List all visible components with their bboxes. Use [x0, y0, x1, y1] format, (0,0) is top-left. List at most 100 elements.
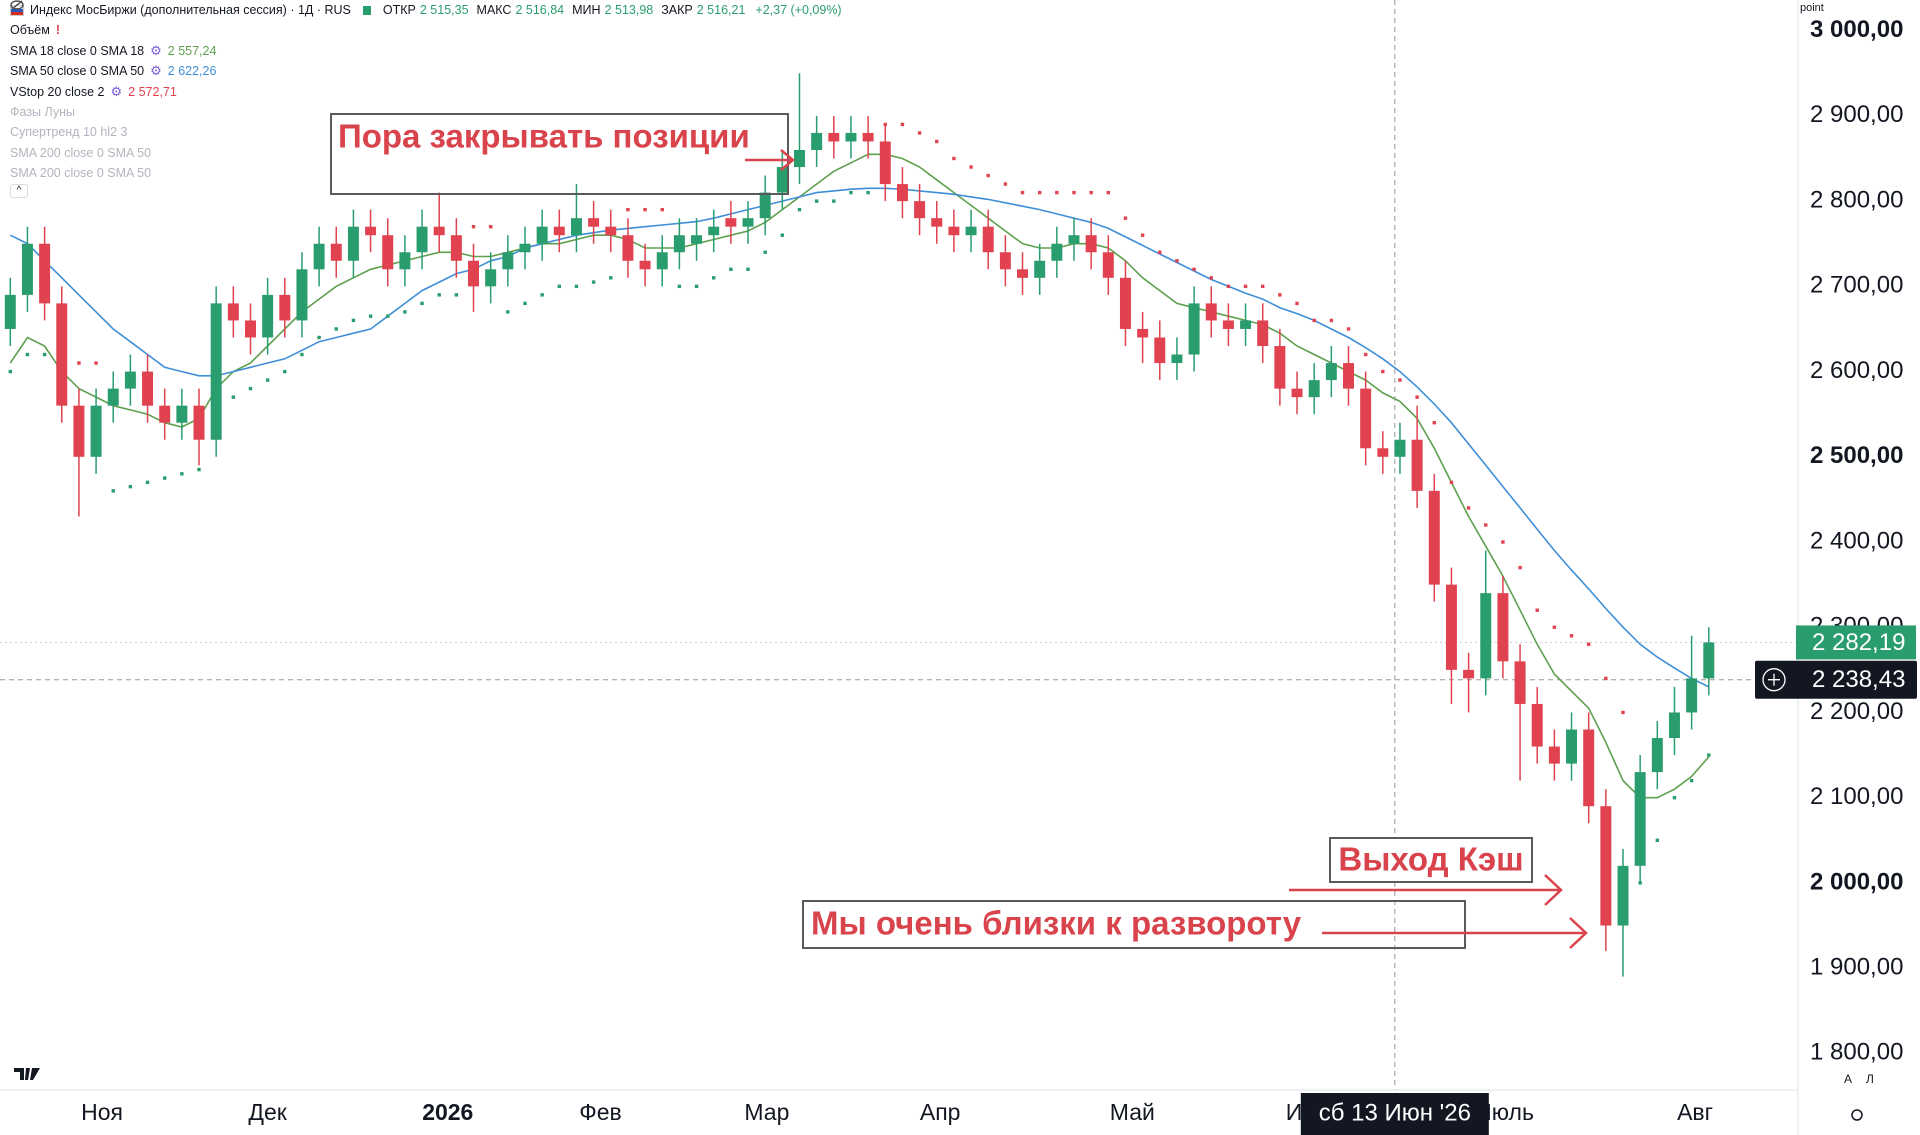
candle-body: [553, 226, 565, 236]
settings-icon[interactable]: ⚙: [150, 63, 162, 79]
vstop-dot: [1621, 710, 1625, 715]
vstop-dot: [1037, 190, 1042, 195]
crosshair-date-label: сб 13 Июн '26: [1319, 1099, 1471, 1126]
collapse-button[interactable]: ^: [10, 183, 28, 198]
candle-body: [1291, 388, 1303, 398]
candle-body: [262, 294, 274, 338]
candle-body: [742, 218, 754, 227]
candle-body: [776, 167, 788, 193]
candle-body: [1411, 439, 1423, 491]
legend-series: SMA 18 close 0 SMA 18 ⚙ 2 557,24 SMA 50 clo…: [10, 41, 842, 102]
vstop-dot: [1449, 480, 1454, 485]
settings-button[interactable]: [1851, 1109, 1863, 1121]
vstop-dot: [1415, 395, 1419, 399]
vstop-dot: [403, 310, 407, 314]
vstop-dot: [1140, 233, 1145, 237]
volume-label: Объём: [10, 23, 50, 38]
legend-row: Фазы Луны: [10, 0, 842, 122]
candle-body: [1394, 439, 1406, 457]
candle-body: [948, 226, 960, 236]
candle-body: [4, 294, 16, 329]
crosshair-price-box: [1755, 660, 1917, 699]
ohlc-label: ОТКР: [382, 3, 416, 17]
candle-body: [279, 294, 291, 321]
candle-body: [1531, 703, 1543, 747]
legend-name: SMA 18 close 0 SMA 18: [10, 43, 145, 58]
candle-body: [605, 226, 617, 236]
add-icon: [1768, 673, 1780, 686]
y-tick-label: 3 000,00: [1810, 16, 1903, 43]
candle-body: [1377, 448, 1389, 457]
vstop-dot: [1209, 276, 1213, 280]
candle-body: [193, 405, 205, 440]
vstop-dot: [1398, 378, 1402, 382]
candle-body: [159, 405, 171, 423]
vstop-dot: [265, 378, 270, 382]
legend-row: ^: [10, 183, 842, 198]
plot-area: [0, 0, 1798, 1090]
candle-body: [90, 405, 102, 457]
vstop-dot: [1432, 421, 1436, 425]
vstop-dot: [1312, 318, 1316, 323]
annotation-text: Мы очень близки к развороту: [811, 905, 1302, 942]
vstop-dot: [77, 361, 81, 365]
y-tick-label: 2 800,00: [1810, 186, 1903, 213]
vstop-dot: [643, 207, 647, 212]
add-button[interactable]: [1762, 668, 1786, 692]
candle-body: [794, 149, 805, 168]
candle-body: [244, 320, 256, 338]
vstop-dot: [1552, 625, 1557, 629]
vstop-dot: [917, 131, 922, 135]
vstop-dot: [128, 484, 133, 489]
legend-value: 2 572,71: [128, 84, 177, 99]
legend-hidden: Фазы Луны Супертренд 10 hl2 3 SMA 200 clos…: [10, 0, 842, 184]
settings-icon[interactable]: ⚙: [110, 83, 123, 99]
annotation-arrow: [1289, 874, 1563, 906]
vstop-dot: [1604, 676, 1608, 681]
candle-body: [1257, 320, 1269, 347]
vstop-dot: [763, 250, 767, 254]
candle-body: [1497, 593, 1509, 662]
eye-icon[interactable]: [10, 0, 24, 10]
annotation-arrow: [1322, 917, 1588, 949]
vstop-dot: [1158, 250, 1162, 254]
vstop-dot: [1089, 190, 1093, 195]
vstop-dot: [317, 335, 321, 340]
candle-body: [1686, 678, 1698, 713]
scale-button[interactable]: Л: [1866, 1072, 1874, 1086]
vstop-dot: [248, 386, 253, 391]
vstop-dot: [8, 369, 12, 374]
candle-body: [227, 303, 239, 321]
candle-body: [1600, 806, 1612, 926]
vstop-dot: [729, 267, 733, 272]
candle-body: [1051, 243, 1063, 261]
candle-body: [1668, 712, 1680, 739]
vstop-dot: [334, 327, 338, 331]
vstop-dot: [1278, 293, 1282, 297]
candle-body: [468, 260, 480, 287]
x-tick-label: Ноя: [81, 1099, 123, 1125]
vstop-dot: [523, 301, 527, 306]
vstop-dot: [1655, 838, 1660, 842]
candle-body: [1308, 380, 1320, 398]
vstop-dot: [1072, 190, 1076, 195]
axis-unit: point: [1800, 2, 1824, 14]
y-tick-label: 2 000,00: [1810, 868, 1903, 895]
candle-body: [107, 388, 119, 406]
vstop-dot: [1243, 284, 1248, 289]
candle-body: [845, 132, 857, 142]
candle-body: [622, 235, 634, 261]
candle-body: [56, 303, 68, 406]
vstop-dot: [591, 280, 596, 284]
candle-body: [1514, 661, 1526, 704]
scale-button[interactable]: A: [1844, 1072, 1852, 1086]
tv-logo: [14, 1068, 40, 1080]
vstop-dot: [1295, 301, 1299, 306]
candle-body: [124, 371, 136, 389]
candle-body: [588, 218, 600, 227]
x-tick-label: 2026: [422, 1099, 473, 1125]
x-tick-label: Мар: [744, 1099, 789, 1125]
settings-icon[interactable]: ⚙: [150, 42, 162, 58]
vstop-dot: [60, 361, 64, 365]
